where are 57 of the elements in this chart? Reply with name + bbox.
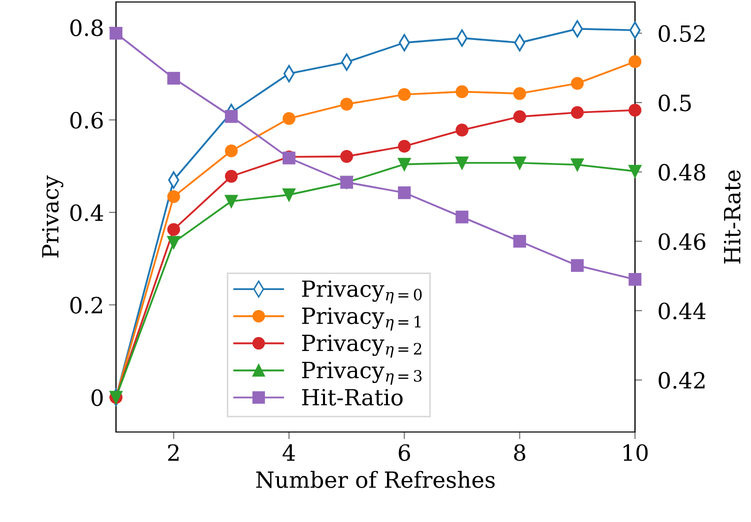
point <box>513 156 526 170</box>
legend-label: Privacy$_{η=1}$ <box>302 308 421 331</box>
point <box>570 259 584 272</box>
point <box>398 186 411 200</box>
point <box>282 112 296 125</box>
y-tick-label: 0 <box>92 389 103 406</box>
point <box>167 236 180 249</box>
point <box>570 106 584 119</box>
point <box>167 223 180 236</box>
y-tick-label: 0.8 <box>70 19 103 36</box>
y2-tick-label: 0.52 <box>658 25 705 42</box>
point <box>628 104 642 117</box>
point <box>224 170 238 183</box>
point <box>570 76 584 90</box>
point <box>167 190 180 204</box>
x-tick-label: 4 <box>282 444 295 461</box>
y2-axis-title: Hit-Rate <box>724 170 741 264</box>
point <box>628 55 642 68</box>
legend-label: Privacy$_{η=2}$ <box>302 334 422 358</box>
y2-tick-label: 0.5 <box>658 94 691 112</box>
legend-label: Hit-Ratio <box>302 388 403 406</box>
point <box>110 26 122 40</box>
point <box>224 144 238 158</box>
legend-label: Privacy$_{η=3}$ <box>302 362 422 385</box>
legend-label: Privacy$_{η=0}$ <box>302 280 422 304</box>
point <box>628 164 642 178</box>
point <box>224 110 238 123</box>
point <box>570 158 584 172</box>
point <box>398 158 411 171</box>
point <box>628 273 642 286</box>
point <box>282 188 296 202</box>
point <box>340 150 354 163</box>
point <box>340 98 354 111</box>
point <box>456 210 468 224</box>
x-tick-label: 10 <box>624 444 648 462</box>
point <box>398 88 411 101</box>
point <box>398 140 411 153</box>
point <box>513 110 526 124</box>
y2-tick-label: 0.46 <box>658 233 706 250</box>
point <box>456 124 468 136</box>
x-tick-label: 6 <box>398 444 410 462</box>
y2-tick-label: 0.44 <box>658 302 706 320</box>
x-tick-label: 8 <box>514 444 526 462</box>
point <box>513 234 526 248</box>
y-axis-title: Privacy <box>42 175 64 258</box>
point <box>456 85 468 98</box>
x-tick-label: 2 <box>168 444 179 461</box>
y-tick-label: 0.4 <box>70 204 104 222</box>
x-axis-title: Number of Refreshes <box>256 470 495 488</box>
y-tick-label: 0.2 <box>70 296 102 314</box>
y-tick-label: 0.6 <box>70 112 103 129</box>
point <box>513 87 526 100</box>
y2-tick-label: 0.48 <box>658 164 706 181</box>
point <box>167 72 180 85</box>
point <box>456 156 468 170</box>
point <box>224 194 238 208</box>
y2-tick-label: 0.42 <box>658 372 705 389</box>
